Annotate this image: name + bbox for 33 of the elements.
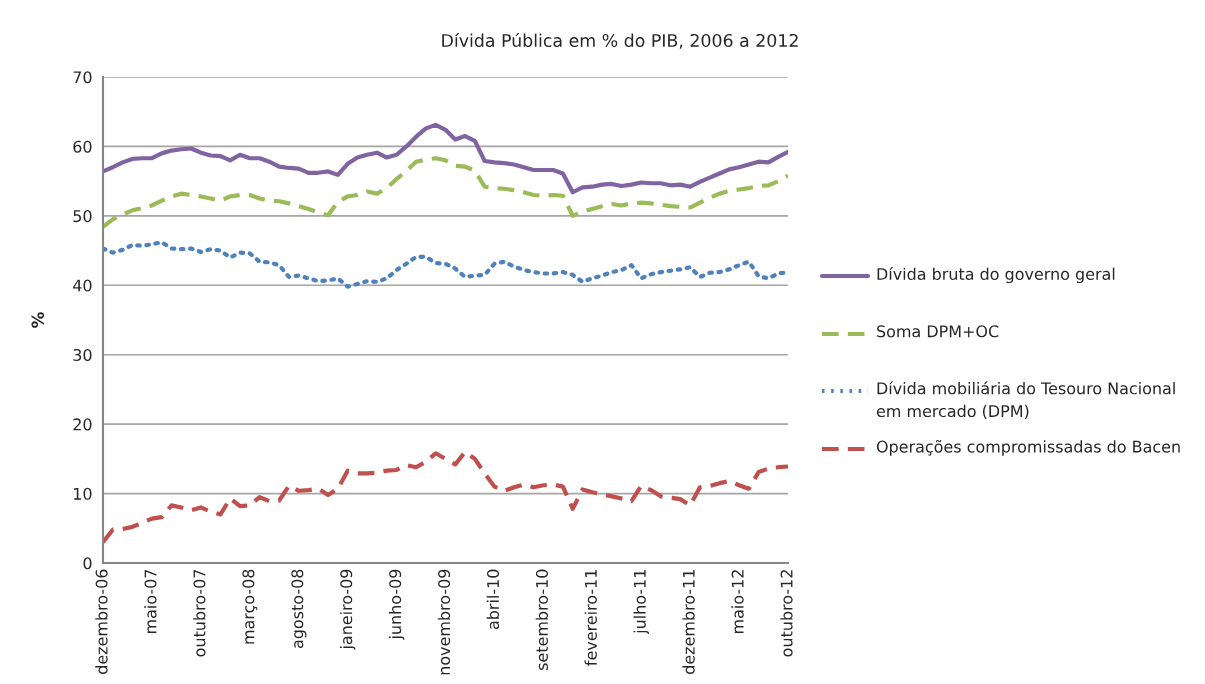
x-tick-label: fevereiro-11 [584,570,597,666]
x-tick-label: maio-12 [731,570,744,634]
x-tick-label: maio-07 [144,569,157,634]
x-tick-label: julho-11 [633,570,649,635]
y-tick-label: 0 [83,557,92,570]
line-series [103,156,788,230]
x-tick-label: agosto-08 [291,569,307,649]
y-axis-title: % [31,312,45,328]
line-series [103,122,788,195]
y-tick-label: 30 [73,348,92,362]
y-tick-label: 60 [73,140,92,153]
legend-label: Dívida bruta do governo geral [877,267,1115,284]
x-tick-label: outubro-07 [193,569,206,657]
x-tick-label: dezembro-06 [95,569,108,674]
x-tick-label: outubro-12 [780,570,793,657]
x-tick-label: março-08 [242,569,258,644]
line-series [103,240,788,289]
y-tick-label: 20 [73,418,92,431]
x-tick-label: setembro-10 [535,569,548,670]
x-tick-label: janeiro-09 [339,569,356,650]
legend-label: Dívida mobiliária do Tesouro Nacional em mercado (DPM) [876,381,1175,419]
y-tick-label: 10 [74,487,92,500]
legend-label: Soma DPM+OC [877,325,999,338]
y-tick-label: 40 [73,279,92,292]
y-tick-label: 50 [73,210,92,223]
y-tick-label: 70 [73,71,92,84]
x-tick-label: junho-09 [388,569,405,640]
x-tick-label: dezembro-11 [682,570,695,674]
legend-label: Operações compromissadas do Bacen [876,440,1180,456]
line-series [103,449,788,545]
x-tick-label: abril-10 [486,569,500,630]
chart-title: Dívida Pública em % do PIB, 2006 a 2012 [442,32,798,49]
x-tick-label: novembro-09 [437,569,451,675]
